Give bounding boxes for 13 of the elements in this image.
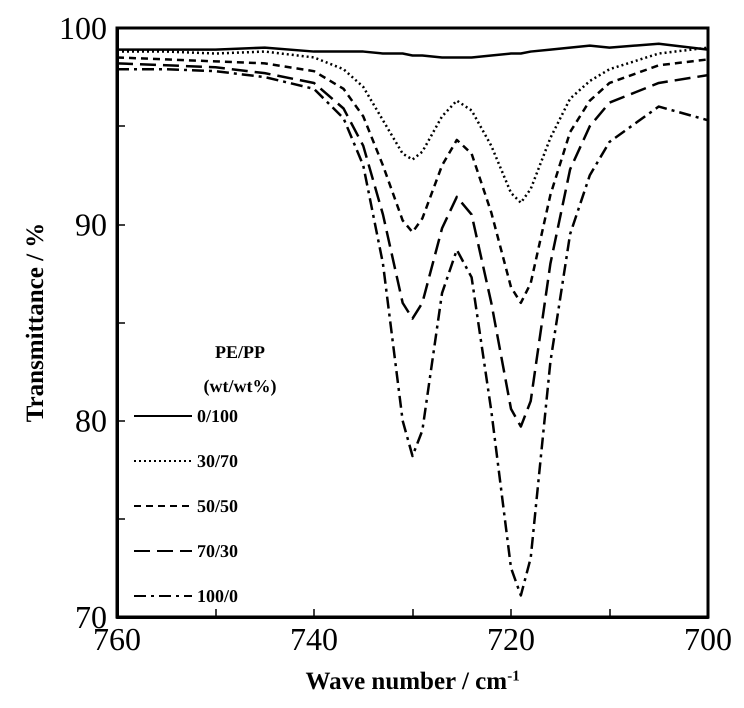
legend-label: 30/70 (197, 451, 238, 471)
y-tick-label: 100 (59, 10, 107, 46)
legend-label: 100/0 (197, 586, 238, 606)
x-tick-label: 720 (487, 621, 535, 657)
legend-label: 0/100 (197, 406, 238, 426)
y-tick-label: 90 (75, 206, 107, 242)
legend-label: 70/30 (197, 541, 238, 561)
x-tick-label: 700 (684, 621, 732, 657)
legend-label: 50/50 (197, 496, 238, 516)
y-tick-label: 80 (75, 402, 107, 439)
x-tick-label: 740 (290, 621, 338, 657)
legend-title: PE/PP (wt/wt%) (204, 342, 276, 396)
y-axis-title: Transmittance / % (22, 222, 50, 422)
